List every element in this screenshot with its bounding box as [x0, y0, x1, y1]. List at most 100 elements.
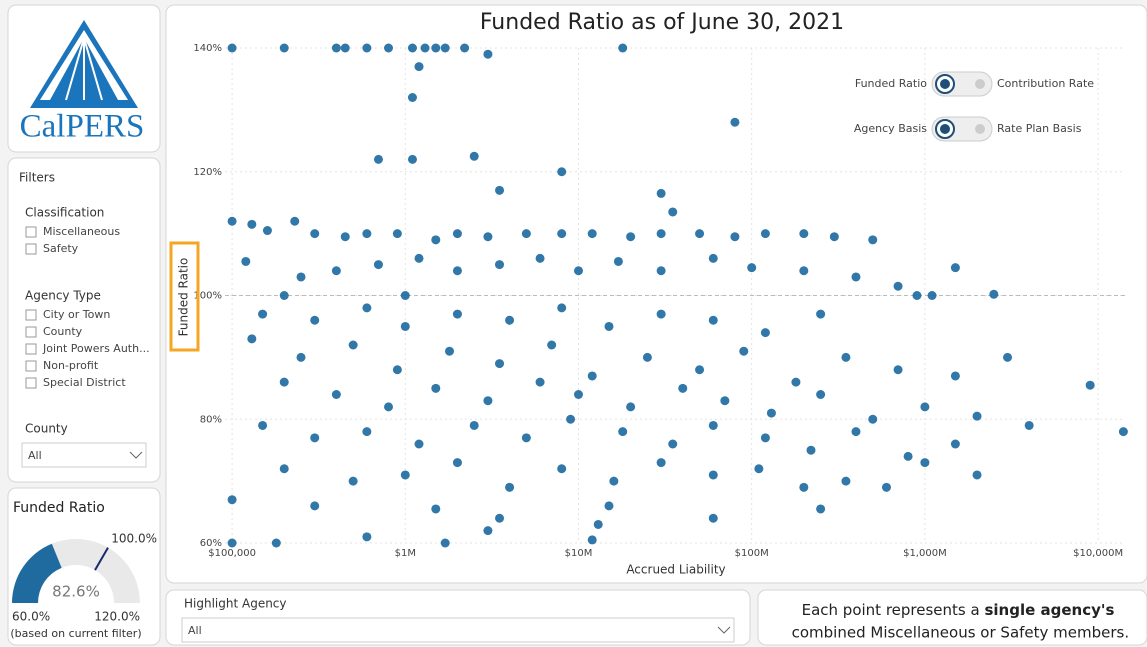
point [730, 117, 740, 127]
point [535, 253, 545, 263]
point [483, 49, 493, 59]
county-dropdown[interactable] [21, 442, 147, 468]
chevron [129, 451, 143, 459]
gauge [12, 539, 140, 603]
point [362, 427, 372, 437]
county-label: County [25, 422, 68, 436]
point [720, 396, 730, 406]
point [400, 321, 410, 331]
checkbox[interactable] [25, 360, 37, 372]
point [1024, 420, 1034, 430]
point [420, 43, 430, 53]
point [362, 43, 372, 53]
point [903, 451, 913, 461]
point [799, 266, 809, 276]
checkbox[interactable] [25, 309, 37, 321]
point [573, 266, 583, 276]
point [613, 256, 623, 266]
point [604, 321, 614, 331]
point [708, 253, 718, 263]
point [414, 62, 424, 72]
point [708, 315, 718, 325]
toggle-right-label: Rate Plan Basis [997, 122, 1082, 135]
point [384, 402, 394, 412]
point [440, 538, 450, 548]
gauge-min: 60.0% [12, 610, 50, 624]
y-tick-label: 80% [200, 414, 222, 425]
filter-list: Classification Miscellaneous Safety Agency … [25, 206, 150, 390]
chart-panel [165, 4, 1147, 584]
checkbox[interactable] [25, 343, 37, 355]
point [816, 390, 826, 399]
logo-mark [30, 20, 138, 108]
checkbox[interactable] [25, 226, 37, 238]
filter-item: Joint Powers Auth... [42, 342, 150, 355]
point [452, 229, 462, 239]
point [414, 439, 424, 449]
point [950, 371, 960, 381]
point [445, 346, 455, 356]
point [695, 229, 705, 239]
point [730, 232, 740, 242]
x-tick-label: $100M [735, 548, 769, 559]
point [739, 346, 749, 356]
highlight-dropdown[interactable] [181, 617, 735, 643]
county-selected: All [28, 449, 42, 462]
point [535, 377, 545, 387]
footer-note: combined Miscellaneous or Safety members… [787, 624, 1129, 642]
y-tick-label: 60% [200, 538, 222, 549]
point [547, 340, 557, 350]
point [618, 427, 628, 437]
point [799, 229, 809, 239]
point [573, 390, 583, 399]
point [279, 43, 289, 53]
point [227, 43, 237, 53]
point [247, 334, 257, 344]
point [851, 272, 861, 282]
point [290, 216, 300, 226]
point [460, 43, 470, 53]
point [495, 260, 505, 270]
checkbox[interactable] [25, 243, 37, 255]
point [483, 396, 493, 406]
point [609, 476, 619, 486]
point [495, 359, 505, 369]
toggle-right-label: Contribution Rate [997, 77, 1094, 90]
point [618, 43, 628, 53]
point [407, 93, 417, 102]
point [593, 519, 603, 529]
point [841, 352, 851, 362]
point [452, 266, 462, 276]
point [851, 427, 861, 437]
point [760, 433, 770, 443]
point [626, 402, 636, 412]
x-tick-label: $10,000M [1073, 548, 1123, 559]
point [310, 501, 320, 511]
point [626, 232, 636, 242]
point [760, 229, 770, 239]
highlight-selected: All [188, 624, 202, 637]
point [829, 232, 839, 242]
point [816, 504, 826, 514]
point [296, 272, 306, 282]
point [927, 291, 937, 300]
gauge-note: (based on current filter) [10, 627, 141, 640]
point [972, 411, 982, 421]
chevron [717, 626, 731, 634]
point [656, 309, 666, 319]
point [440, 43, 450, 53]
point [708, 513, 718, 523]
checkbox[interactable] [25, 377, 37, 389]
point [708, 470, 718, 480]
point [392, 229, 402, 239]
filter-item: Safety [43, 242, 79, 255]
point [310, 229, 320, 239]
checkbox[interactable] [25, 326, 37, 338]
toggle-left-label: Funded Ratio [855, 77, 927, 90]
point [989, 289, 999, 299]
point [841, 476, 851, 486]
point [348, 476, 358, 486]
x-tick-label: $100,000 [208, 548, 256, 559]
point [754, 464, 764, 474]
point [483, 232, 493, 242]
